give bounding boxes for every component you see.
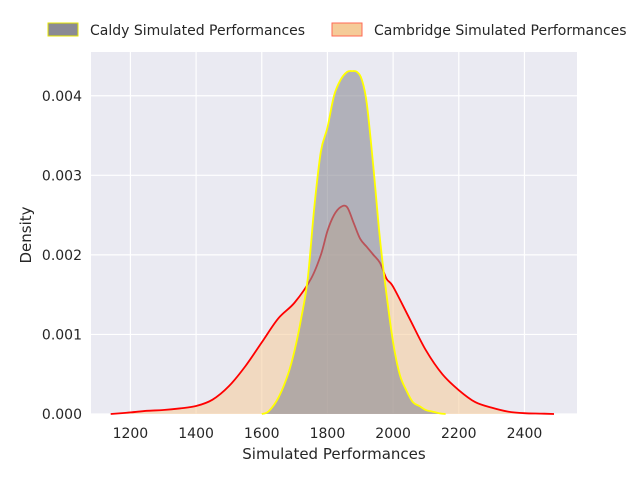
y-tick-label: 0.001: [42, 327, 82, 343]
x-tick-label: 1200: [113, 426, 149, 442]
legend-label-caldy: Caldy Simulated Performances: [90, 23, 305, 39]
y-tick-label: 0.003: [42, 168, 82, 184]
x-tick-label: 1800: [310, 426, 346, 442]
x-tick-label: 1600: [244, 426, 280, 442]
area-fill-caldy: [261, 70, 446, 415]
y-axis-label: Density: [17, 206, 35, 263]
x-axis-label: Simulated Performances: [242, 445, 426, 463]
legend-label-cambridge: Cambridge Simulated Performances: [374, 23, 627, 39]
x-tick-label: 2200: [441, 426, 477, 442]
legend-swatch-cambridge: [331, 22, 363, 37]
x-tick-label: 2000: [375, 426, 411, 442]
density-areas: [110, 70, 555, 415]
y-tick-label: 0.000: [42, 407, 82, 423]
legend-swatch-caldy: [47, 22, 79, 37]
y-tick-labels: 0.000 0.001 0.002 0.003 0.004: [42, 89, 82, 423]
x-tick-label: 1400: [178, 426, 214, 442]
density-line-caldy: [261, 70, 446, 415]
x-tick-labels: 1200 1400 1600 1800 2000 2200 2400: [113, 426, 543, 442]
y-tick-label: 0.004: [42, 89, 82, 105]
legend: Caldy Simulated Performances Cambridge S…: [47, 22, 627, 39]
x-tick-label: 2400: [507, 426, 543, 442]
y-tick-label: 0.002: [42, 248, 82, 264]
